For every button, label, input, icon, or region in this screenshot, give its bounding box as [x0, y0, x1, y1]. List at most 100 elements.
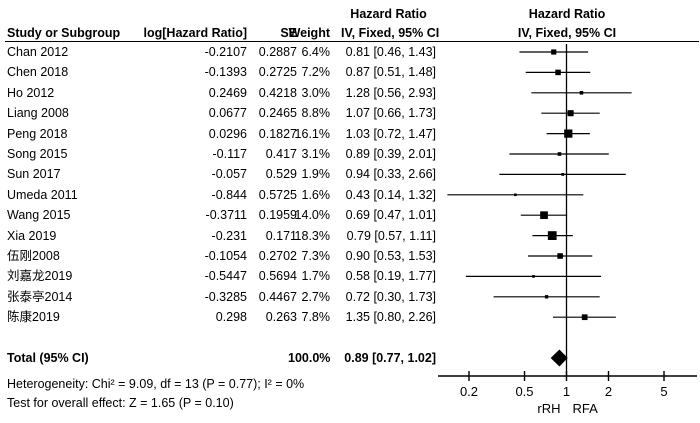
study-loghr: 0.2469	[208, 85, 247, 100]
study-ci: 0.89 [0.39, 2.01]	[345, 147, 436, 161]
study-weight: 3.1%	[301, 147, 331, 161]
study-loghr: 0.298	[215, 310, 247, 325]
study-weight: 1.7%	[301, 269, 331, 284]
study-weight: 14.0%	[294, 208, 330, 223]
total-diamond	[550, 349, 568, 367]
study-loghr: -0.3285	[204, 289, 247, 304]
study-se: 0.263	[265, 310, 297, 325]
study-weight: 1.6%	[301, 187, 331, 202]
overall-effect-text: Test for overall effect: Z = 1.65 (P = 0…	[7, 396, 234, 410]
study-weight: 7.8%	[301, 310, 331, 325]
column-header-study: Study or Subgroup	[7, 26, 121, 40]
axis-label-left: rRH	[537, 401, 560, 416]
study-ci: 1.03 [0.72, 1.47]	[345, 126, 436, 141]
study-weight: 3.0%	[301, 85, 331, 100]
study-se: 0.4467	[258, 289, 297, 304]
study-se: 0.5694	[258, 269, 297, 284]
study-name: Song 2015	[7, 147, 68, 161]
study-se: 0.1959	[258, 208, 297, 223]
axis-tick-label: 0.2	[460, 384, 478, 399]
study-loghr: -0.117	[212, 147, 247, 161]
study-ci: 0.79 [0.57, 1.11]	[346, 228, 436, 243]
effect-square	[551, 49, 557, 55]
study-name: Ho 2012	[7, 85, 55, 100]
study-weight: 8.8%	[301, 106, 331, 121]
study-ci: 0.43 [0.14, 1.32]	[345, 187, 436, 202]
study-ci: 1.35 [0.80, 2.26]	[345, 310, 436, 325]
total-label: Total (95% CI)	[7, 351, 89, 365]
axis-tick-label: 1	[563, 384, 570, 399]
study-loghr: -0.5447	[204, 269, 247, 284]
study-weight: 16.1%	[294, 126, 330, 141]
study-loghr: -0.057	[211, 167, 247, 182]
effect-square	[532, 275, 535, 278]
study-ci: 0.58 [0.19, 1.77]	[345, 269, 436, 284]
study-ci: 1.07 [0.66, 1.73]	[345, 106, 436, 121]
study-loghr: -0.231	[211, 228, 247, 243]
study-name: 刘嘉龙2019	[7, 269, 73, 284]
effect-square	[540, 211, 548, 220]
column-header-ci: IV, Fixed, 95% CI	[341, 26, 440, 40]
axis-label-right: RFA	[573, 401, 599, 416]
study-se: 0.2702	[258, 249, 297, 263]
study-se: 0.2465	[258, 106, 297, 121]
study-weight: 18.3%	[294, 228, 330, 243]
study-name: Chen 2018	[7, 65, 69, 80]
column-header-se: SE	[280, 26, 297, 40]
column-header-ci-plot: IV, Fixed, 95% CI	[517, 26, 617, 40]
study-weight: 7.3%	[301, 249, 331, 263]
study-weight: 6.4%	[301, 45, 331, 59]
study-loghr: 0.0677	[208, 106, 247, 121]
header-rule	[5, 41, 699, 42]
study-ci: 0.94 [0.33, 2.66]	[345, 167, 436, 182]
study-loghr: -0.1054	[204, 249, 247, 263]
study-name: Wang 2015	[7, 208, 71, 223]
study-loghr: -0.3711	[205, 208, 247, 223]
study-ci: 1.28 [0.56, 2.93]	[345, 85, 436, 100]
study-se: 0.1827	[258, 126, 297, 141]
study-name: Umeda 2011	[7, 187, 78, 202]
study-ci: 0.87 [0.51, 1.48]	[345, 65, 436, 80]
effect-square	[581, 314, 588, 321]
study-se: 0.417	[265, 147, 297, 161]
study-name: Liang 2008	[7, 106, 69, 121]
study-loghr: 0.0296	[208, 126, 247, 141]
study-weight: 2.7%	[301, 289, 331, 304]
effect-square	[544, 295, 549, 299]
axis-tick-label: 0.5	[515, 384, 533, 399]
study-name: 陈康2019	[7, 310, 60, 325]
effect-square	[579, 91, 584, 95]
hazard-ratio-title-text-col: Hazard Ratio	[350, 7, 427, 21]
total-ci: 0.89 [0.77, 1.02]	[344, 351, 436, 365]
study-weight: 1.9%	[301, 167, 331, 182]
heterogeneity-text: Heterogeneity: Chi² = 9.09, df = 13 (P =…	[7, 377, 305, 391]
effect-square	[557, 152, 562, 156]
study-name: 张泰亭2014	[7, 289, 73, 304]
study-se: 0.5725	[258, 187, 297, 202]
study-ci: 0.72 [0.30, 1.73]	[345, 289, 436, 304]
effect-square	[564, 129, 573, 138]
study-name: Chan 2012	[7, 45, 69, 59]
study-name: Xia 2019	[7, 228, 57, 243]
study-se: 0.171	[265, 228, 297, 243]
effect-square	[547, 231, 557, 240]
study-loghr: -0.844	[211, 187, 247, 202]
study-name: Sun 2017	[7, 167, 61, 182]
study-loghr: -0.2107	[204, 45, 247, 59]
study-se: 0.4218	[258, 85, 297, 100]
effect-square	[514, 193, 517, 197]
study-se: 0.529	[265, 167, 297, 182]
axis-tick-label: 2	[605, 384, 612, 399]
study-loghr: -0.1393	[204, 65, 247, 80]
hazard-ratio-title-plot-col: Hazard Ratio	[528, 7, 606, 21]
column-header-weight: Weight	[288, 26, 330, 40]
study-ci: 0.69 [0.47, 1.01]	[345, 208, 436, 223]
effect-square	[561, 172, 565, 176]
study-name: Peng 2018	[7, 126, 68, 141]
effect-square	[567, 110, 574, 117]
study-se: 0.2725	[258, 65, 297, 80]
effect-square	[557, 253, 563, 259]
total-weight: 100.0%	[288, 351, 331, 365]
